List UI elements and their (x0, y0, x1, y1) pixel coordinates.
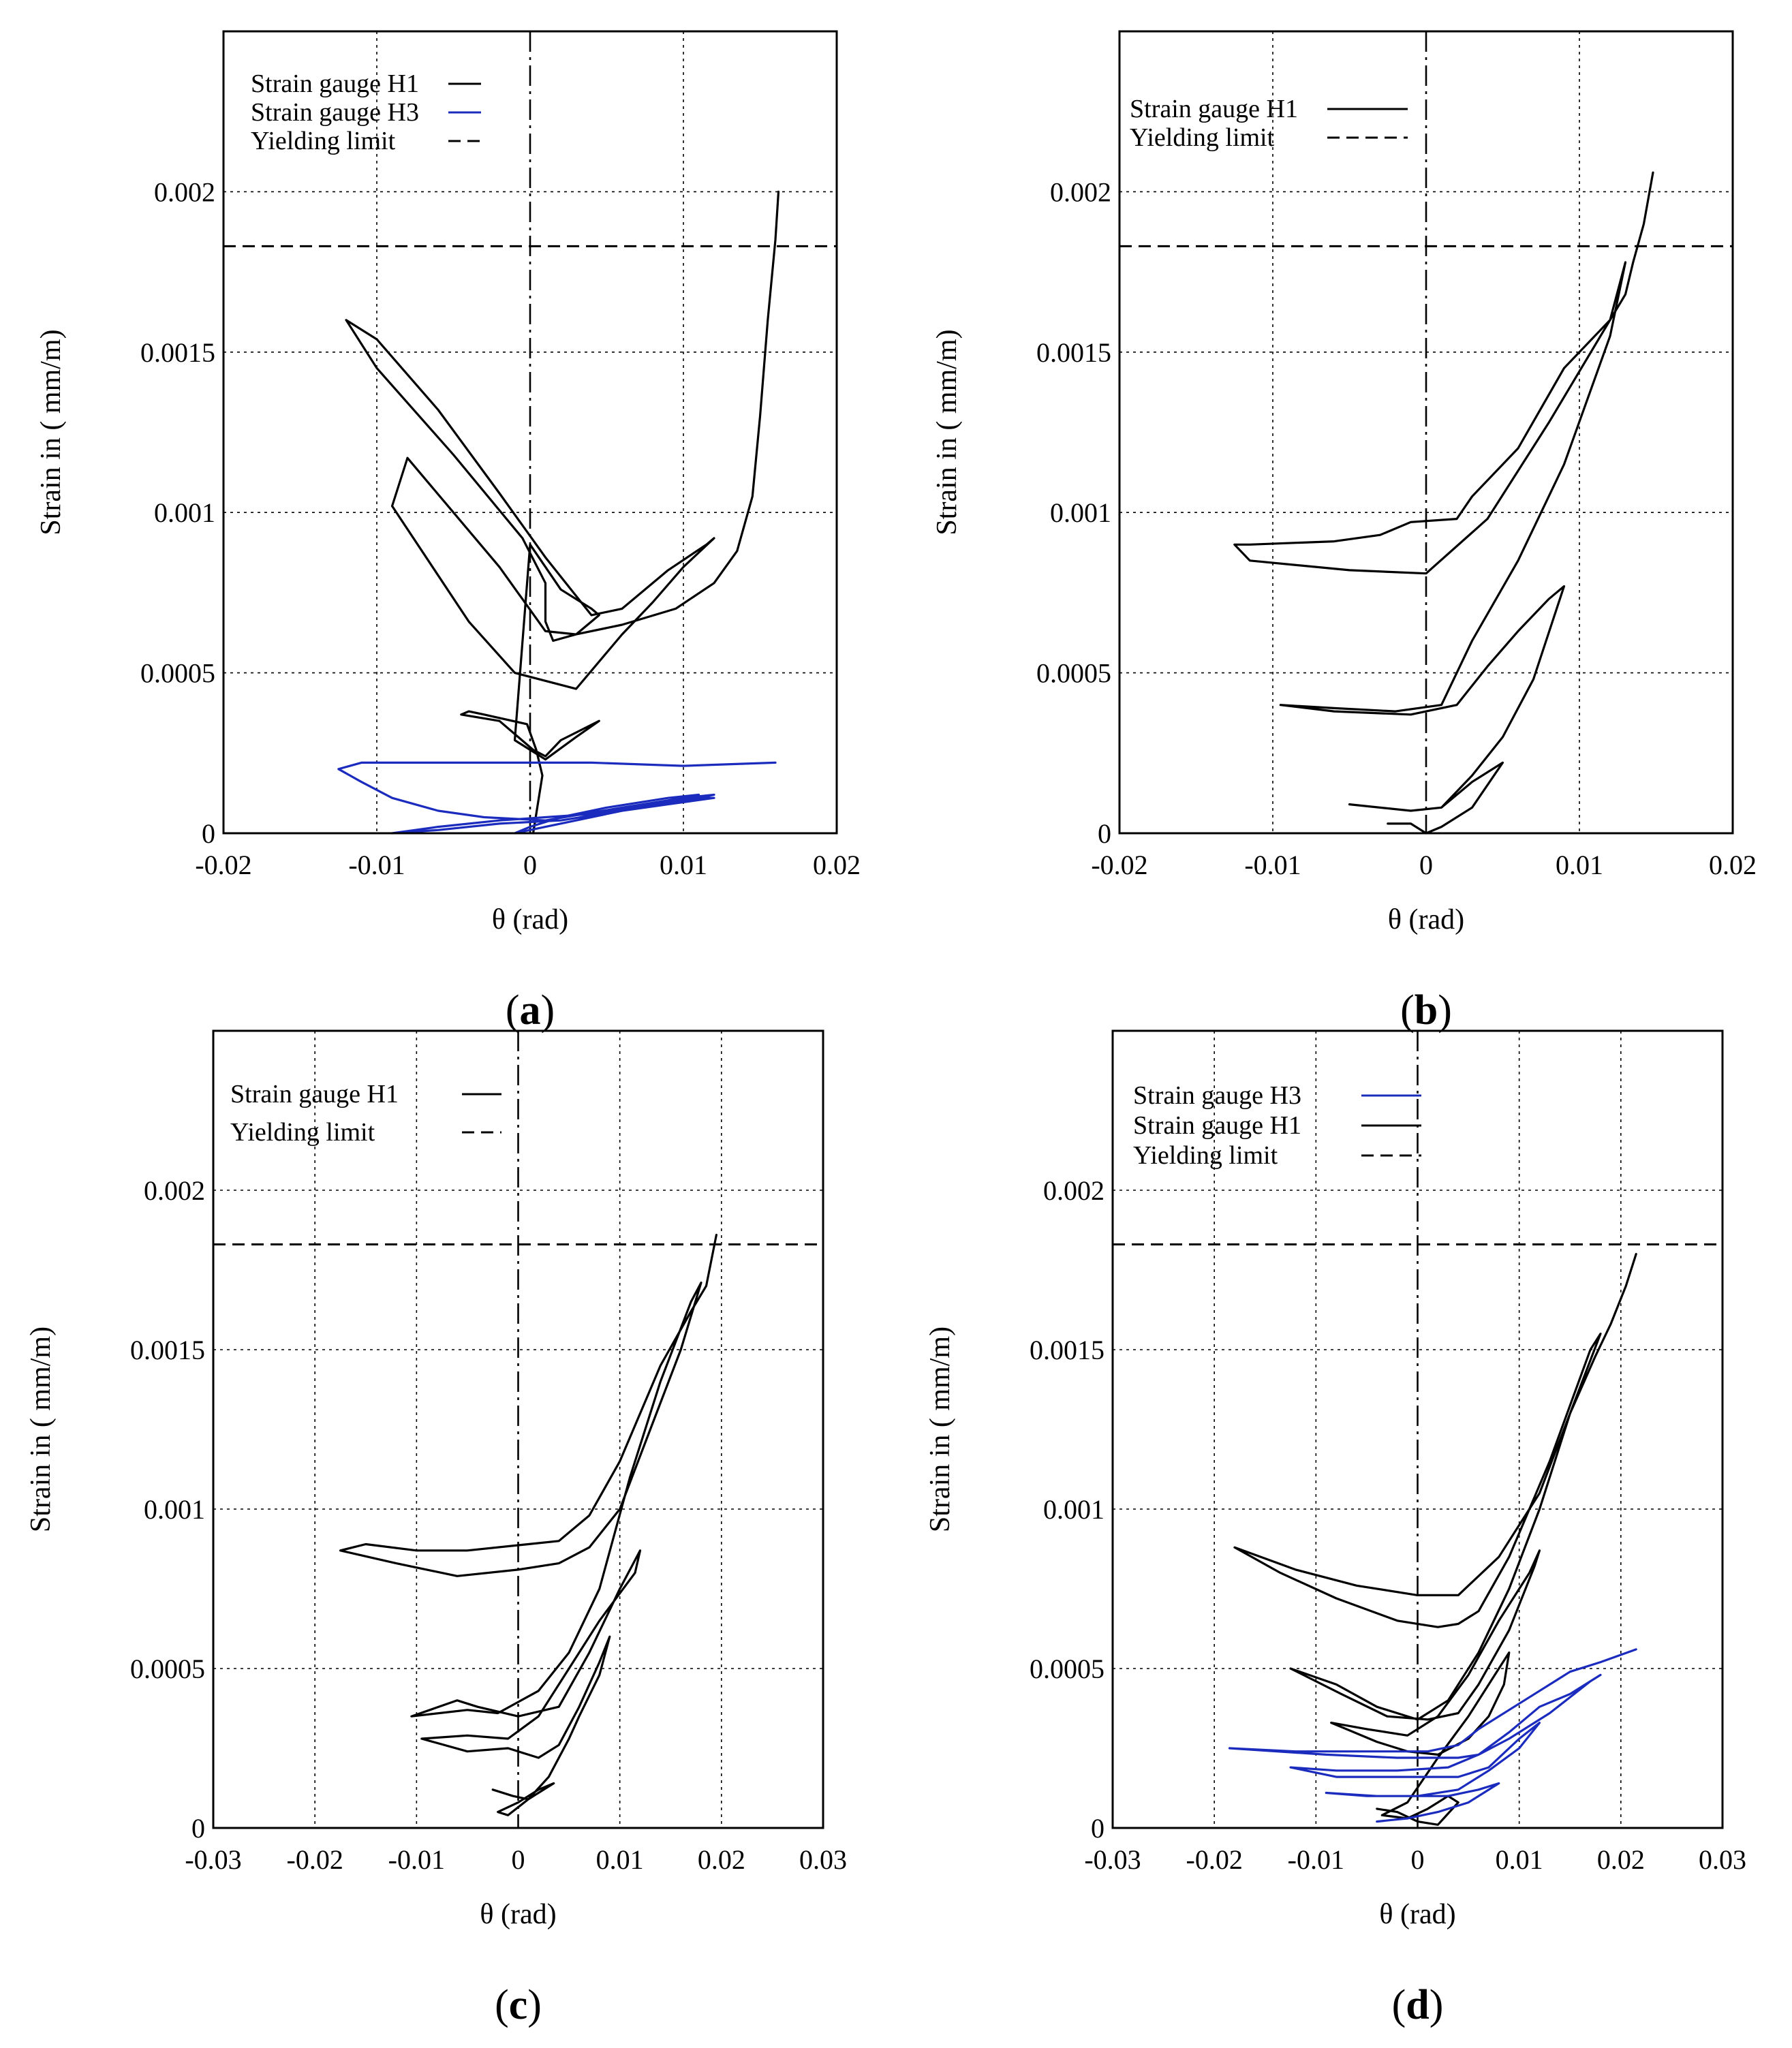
y-tick-label: 0.001 (1043, 1494, 1104, 1525)
y-tick-label: 0 (1098, 818, 1111, 849)
legend-label: Strain gauge H1 (230, 1080, 399, 1108)
plot-frame (1118, 30, 1734, 835)
y-tick-label: 0.001 (1050, 497, 1111, 528)
x-tick-label: -0.03 (1084, 1844, 1141, 1875)
panel-label: (d) (1392, 1982, 1444, 2028)
y-tick-label: 0.002 (1043, 1175, 1104, 1206)
x-tick-label: 0.03 (1699, 1844, 1746, 1875)
x-tick-label: 0.02 (813, 850, 861, 880)
x-tick-label: -0.02 (195, 850, 251, 880)
x-tick-label: 0.03 (799, 1844, 847, 1875)
x-axis-title: θ (rad) (1388, 904, 1464, 935)
legend-label: Yielding limit (1130, 123, 1275, 152)
plot-frame (1111, 1029, 1724, 1829)
legend-label: Strain gauge H1 (1130, 95, 1298, 123)
y-axis-title: Strain in ( mm/m) (35, 329, 67, 535)
x-tick-label: 0 (512, 1844, 525, 1875)
panel-b: -0.02 -0.01 0 0.01 0.02 0 0.0005 0.001 0.0015 0.0… (931, 30, 1757, 1034)
x-tick-label: 0.02 (1597, 1844, 1645, 1875)
y-axis-title: Strain in ( mm/m) (931, 329, 963, 535)
x-tick-label: -0.03 (185, 1844, 241, 1875)
plot-frame (212, 1029, 824, 1829)
x-tick-label: -0.01 (1288, 1844, 1344, 1875)
y-tick-label: 0 (1091, 1813, 1104, 1844)
panel-label: (b) (1400, 987, 1452, 1034)
panel-label: (c) (495, 1982, 542, 2028)
series-h3-curve (337, 761, 777, 835)
legend-label: Yielding limit (1133, 1141, 1278, 1170)
x-tick-label: -0.01 (388, 1844, 445, 1875)
x-axis-title: θ (rad) (480, 1899, 556, 1930)
y-tick-label: 0.0005 (140, 658, 215, 689)
x-tick-label: 0 (523, 850, 537, 880)
x-tick-label: -0.01 (1244, 850, 1301, 880)
y-tick-label: 0.0015 (130, 1335, 205, 1365)
panel-a: -0.02 -0.01 0 0.01 0.02 0 0.0005 0.001 0.0015 0.0… (35, 30, 861, 1034)
x-tick-label: -0.02 (1186, 1844, 1243, 1875)
y-tick-label: 0.001 (144, 1494, 205, 1525)
legend-label: Strain gauge H3 (1133, 1081, 1301, 1110)
series-h1-curve (1233, 171, 1654, 835)
y-tick-label: 0 (191, 1813, 205, 1844)
legend-label: Yielding limit (251, 127, 396, 155)
series-h3-curve (1228, 1648, 1637, 1823)
legend-label: Strain gauge H1 (251, 69, 419, 98)
x-tick-label: -0.02 (287, 1844, 343, 1875)
panel-d: -0.03 -0.02 -0.01 0 0.01 0.02 0.03 0 0.0005 0.001… (925, 1029, 1746, 2028)
y-tick-label: 0.0015 (140, 337, 215, 368)
y-tick-label: 0.0015 (1036, 337, 1111, 368)
x-tick-label: 0 (1419, 850, 1433, 880)
legend: Strain gauge H1 Yielding limit (230, 1080, 501, 1147)
legend-label: Strain gauge H1 (1133, 1111, 1301, 1140)
y-tick-label: 0.0015 (1030, 1335, 1104, 1365)
y-axis-title: Strain in ( mm/m) (925, 1326, 956, 1532)
panel-c: -0.03 -0.02 -0.01 0 0.01 0.02 0.03 0 0.0005 0.001… (25, 1029, 847, 2028)
x-tick-label: 0.01 (660, 850, 707, 880)
legend-label: Yielding limit (230, 1118, 375, 1147)
x-tick-label: 0.01 (1496, 1844, 1543, 1875)
x-tick-label: 0.02 (698, 1844, 745, 1875)
x-tick-label: 0.02 (1709, 850, 1757, 880)
x-axis-title: θ (rad) (1379, 1899, 1455, 1930)
series-h1-curve (345, 190, 780, 835)
x-tick-label: 0.01 (1556, 850, 1603, 880)
y-tick-label: 0.0005 (130, 1654, 205, 1684)
y-tick-label: 0.001 (154, 497, 215, 528)
x-tick-label: 0.01 (596, 1844, 644, 1875)
x-tick-label: -0.01 (348, 850, 405, 880)
y-axis-title: Strain in ( mm/m) (25, 1326, 57, 1532)
y-tick-label: 0.002 (144, 1175, 205, 1206)
y-tick-label: 0 (202, 818, 215, 849)
panel-label: (a) (506, 987, 555, 1034)
series-h1-curve (339, 1233, 718, 1816)
x-tick-label: -0.02 (1091, 850, 1147, 880)
y-tick-label: 0.002 (154, 176, 215, 207)
legend-label: Strain gauge H3 (251, 98, 419, 127)
y-tick-label: 0.0005 (1030, 1654, 1104, 1684)
plot-frame (222, 30, 838, 835)
y-tick-label: 0.0005 (1036, 658, 1111, 689)
series-h1-curve (1233, 1252, 1637, 1826)
y-tick-label: 0.002 (1050, 176, 1111, 207)
x-tick-label: 0 (1411, 1844, 1425, 1875)
x-axis-title: θ (rad) (492, 904, 568, 935)
